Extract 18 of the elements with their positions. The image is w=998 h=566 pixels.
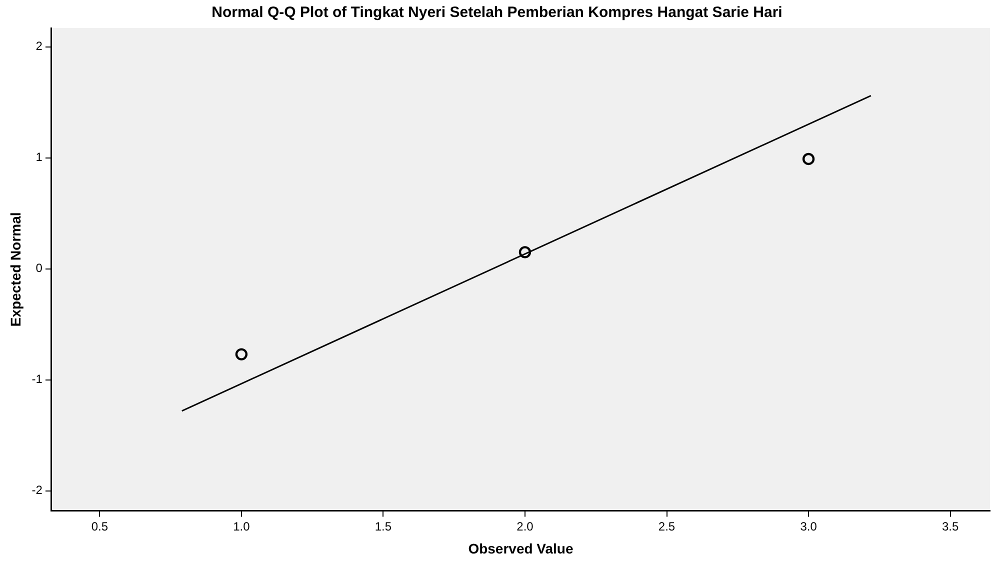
y-tick-label: 2 [36,39,43,54]
x-tick-label: 0.5 [91,519,108,534]
y-tick-label: 1 [36,150,43,164]
x-tick-label: 1.0 [233,519,250,534]
x-tick-label: 3.5 [942,519,959,534]
chart-title: Normal Q-Q Plot of Tingkat Nyeri Setelah Pemberian Kompres Hangat Sarie Hari [212,4,782,22]
y-axis-title: Expected Normal [7,212,24,327]
x-tick-label: 3.0 [800,519,818,534]
x-tick-label: 2.0 [516,519,534,534]
point [802,152,815,166]
point [235,348,248,360]
point [518,246,532,258]
x-tick-label: 1.5 [374,519,392,534]
x-axis-title: Observed Value [468,540,574,556]
y-tick-label: 0 [36,261,43,276]
y-tick-label: -2 [32,483,43,498]
y-tick-label: -1 [32,372,43,386]
x-tick-label: 2.5 [658,519,676,534]
